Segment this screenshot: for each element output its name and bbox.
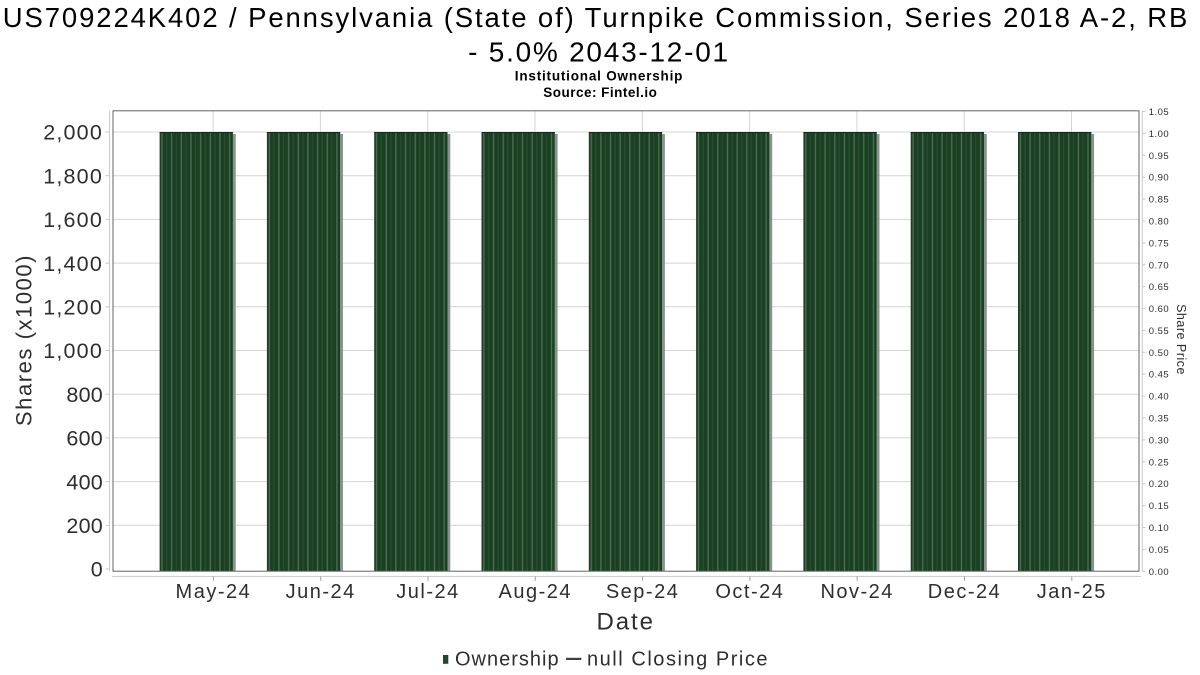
svg-text:1,600: 1,600 — [43, 208, 103, 232]
svg-text:1.00: 1.00 — [1149, 129, 1169, 140]
svg-text:Date: Date — [597, 609, 655, 636]
svg-text:0.45: 0.45 — [1149, 370, 1169, 381]
svg-text:0.80: 0.80 — [1149, 217, 1169, 228]
svg-text:Share Price: Share Price — [1174, 304, 1188, 375]
svg-text:Institutional Ownership: Institutional Ownership — [515, 68, 683, 83]
svg-text:0.15: 0.15 — [1149, 501, 1169, 512]
svg-text:0.90: 0.90 — [1149, 173, 1169, 184]
svg-text:0.70: 0.70 — [1149, 260, 1169, 271]
svg-text:Shares (x1000): Shares (x1000) — [12, 254, 37, 426]
svg-text:Ownership: Ownership — [455, 649, 560, 671]
svg-text:0.75: 0.75 — [1149, 238, 1169, 249]
svg-text:800: 800 — [66, 383, 103, 407]
svg-text:1,000: 1,000 — [43, 339, 103, 363]
svg-text:Dec-24: Dec-24 — [928, 581, 1001, 603]
svg-text:1,800: 1,800 — [43, 164, 103, 188]
svg-text:0.60: 0.60 — [1149, 304, 1169, 315]
svg-text:US709224K402 / Pennsylvania (S: US709224K402 / Pennsylvania (State of) T… — [3, 2, 1189, 33]
svg-text:0.10: 0.10 — [1149, 523, 1169, 534]
svg-text:1,400: 1,400 — [43, 252, 103, 276]
svg-text:1,200: 1,200 — [43, 296, 103, 320]
svg-text:0.85: 0.85 — [1149, 195, 1169, 206]
svg-text:400: 400 — [66, 470, 103, 494]
svg-text:Aug-24: Aug-24 — [499, 581, 573, 603]
svg-text:null Closing Price: null Closing Price — [587, 649, 769, 671]
svg-text:200: 200 — [66, 514, 103, 538]
svg-text:Sep-24: Sep-24 — [606, 581, 680, 603]
svg-text:May-24: May-24 — [176, 581, 252, 603]
svg-text:0.40: 0.40 — [1149, 392, 1169, 403]
svg-text:0: 0 — [91, 558, 103, 582]
svg-text:0.50: 0.50 — [1149, 348, 1169, 359]
svg-text:Jun-24: Jun-24 — [286, 581, 356, 603]
svg-text:0.55: 0.55 — [1149, 326, 1169, 337]
svg-text:1.05: 1.05 — [1149, 107, 1169, 118]
svg-text:0.20: 0.20 — [1149, 479, 1169, 490]
svg-text:600: 600 — [66, 427, 103, 451]
svg-text:Source: Fintel.io: Source: Fintel.io — [543, 85, 657, 100]
svg-text:0.05: 0.05 — [1149, 545, 1169, 556]
svg-text:0.35: 0.35 — [1149, 414, 1169, 425]
svg-text:Nov-24: Nov-24 — [820, 581, 893, 603]
svg-text:Jan-25: Jan-25 — [1037, 581, 1107, 603]
svg-text:Jul-24: Jul-24 — [396, 581, 459, 603]
svg-text:0.95: 0.95 — [1149, 151, 1169, 162]
svg-text:2,000: 2,000 — [43, 121, 103, 145]
svg-text:- 5.0% 2043-12-01: - 5.0% 2043-12-01 — [468, 37, 730, 68]
svg-text:0.25: 0.25 — [1149, 457, 1169, 468]
svg-text:Oct-24: Oct-24 — [715, 581, 784, 603]
svg-text:0.65: 0.65 — [1149, 282, 1169, 293]
svg-text:0.30: 0.30 — [1149, 435, 1169, 446]
svg-text:0.00: 0.00 — [1149, 567, 1169, 578]
